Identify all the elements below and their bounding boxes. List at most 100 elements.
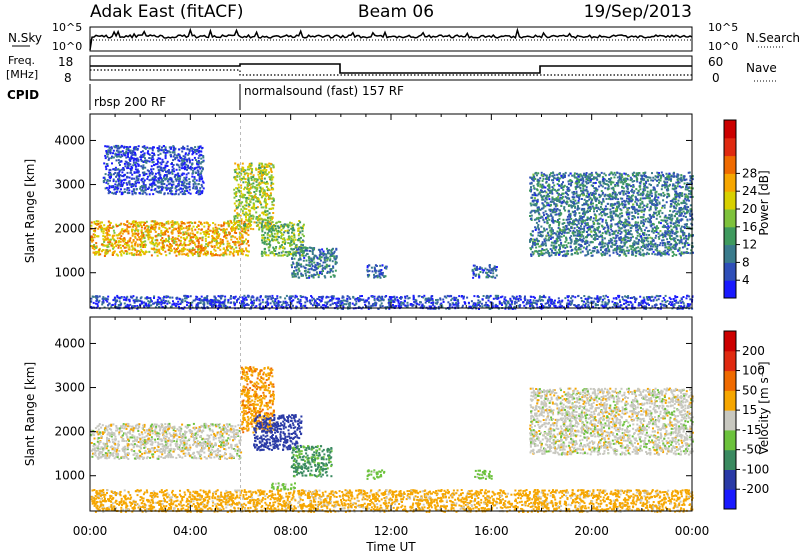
power-cell [134, 164, 136, 166]
power-cell [178, 175, 180, 177]
power-cell [556, 234, 558, 236]
power-cell [242, 253, 244, 255]
power-cell [311, 274, 313, 276]
power-cell [186, 236, 188, 238]
power-cell [290, 253, 292, 255]
power-cell [376, 265, 378, 267]
power-cell [234, 218, 236, 220]
power-cell [671, 205, 673, 207]
power-cell [227, 249, 229, 251]
power-cell [120, 241, 122, 243]
power-cell [593, 196, 595, 198]
power-cell [101, 244, 103, 246]
power-cell [201, 191, 203, 193]
power-cell [197, 231, 199, 233]
power-cell [582, 187, 584, 189]
power-cell [303, 252, 305, 254]
power-cell [254, 221, 256, 223]
power-cell [160, 167, 162, 169]
power-cell [316, 271, 318, 273]
power-cell [118, 180, 120, 182]
power-cell [128, 187, 130, 189]
power-cell [233, 221, 235, 223]
power-cell [195, 246, 197, 248]
power-cell [601, 203, 603, 205]
power-cell [131, 242, 133, 244]
power-cell [222, 252, 224, 254]
power-cell [142, 146, 144, 148]
nsky-right-tick-top: 10^5 [708, 21, 738, 34]
power-cell [291, 232, 293, 234]
freq-series [90, 64, 692, 73]
power-cell [295, 275, 297, 277]
power-cell [292, 255, 294, 257]
power-cell [172, 159, 174, 161]
power-cell [118, 247, 120, 249]
power-cell [282, 247, 284, 249]
power-region-7 [529, 171, 694, 257]
power-cell [536, 203, 538, 205]
power-cell [655, 235, 657, 237]
power-cell [226, 237, 228, 239]
power-cell [165, 254, 167, 256]
power-cell [195, 172, 197, 174]
power-cell [120, 156, 122, 158]
power-cell [644, 172, 646, 174]
power-cell [542, 241, 544, 243]
power-cell [544, 190, 546, 192]
power-cell [108, 158, 110, 160]
power-cell [619, 176, 621, 178]
power-cell [187, 253, 189, 255]
power-cell [644, 197, 646, 199]
power-cell [176, 250, 178, 252]
freq-left-tick-top: 18 [58, 55, 73, 69]
power-cell [280, 255, 282, 257]
power-cell [266, 181, 268, 183]
power-cell [183, 227, 185, 229]
power-cell [336, 262, 338, 264]
power-cell [138, 164, 140, 166]
power-cell [282, 251, 284, 253]
power-cell [273, 230, 275, 232]
power-cell [617, 176, 619, 178]
power-cell [198, 225, 200, 227]
power-cell [674, 188, 676, 190]
power-cell [242, 181, 244, 183]
power-cell [319, 272, 321, 274]
power-cell [199, 187, 201, 189]
power-cell [261, 253, 263, 255]
power-cell [267, 223, 269, 225]
power-cell [220, 238, 222, 240]
power-cell [183, 148, 185, 150]
power-cell [147, 150, 149, 152]
power-cell [103, 177, 105, 179]
power-cell [118, 178, 120, 180]
power-cell [175, 193, 177, 195]
power-cell [153, 153, 155, 155]
power-cell [234, 203, 236, 205]
power-cell [129, 226, 131, 228]
power-cell [673, 226, 675, 228]
power-cell [143, 234, 145, 236]
power-cell [113, 230, 115, 232]
power-cell [103, 162, 105, 164]
power-cell [584, 199, 586, 201]
power-cell [674, 240, 676, 242]
power-cell [171, 226, 173, 228]
power-cell [238, 186, 240, 188]
power-cell [212, 255, 214, 257]
power-cell [113, 179, 115, 181]
power-cell [172, 229, 174, 231]
power-cell [172, 232, 174, 234]
power-cell [129, 177, 131, 179]
power-cell [267, 210, 269, 212]
power-cell [234, 192, 236, 194]
power-cell [303, 235, 305, 237]
power-cell [267, 234, 269, 236]
power-cell [257, 198, 259, 200]
power-cell [247, 184, 249, 186]
power-cell [275, 236, 277, 238]
power-cell [220, 229, 222, 231]
power-cell [257, 201, 259, 203]
